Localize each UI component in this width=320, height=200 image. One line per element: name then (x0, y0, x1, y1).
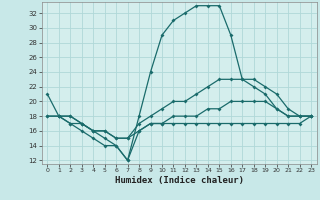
X-axis label: Humidex (Indice chaleur): Humidex (Indice chaleur) (115, 176, 244, 185)
